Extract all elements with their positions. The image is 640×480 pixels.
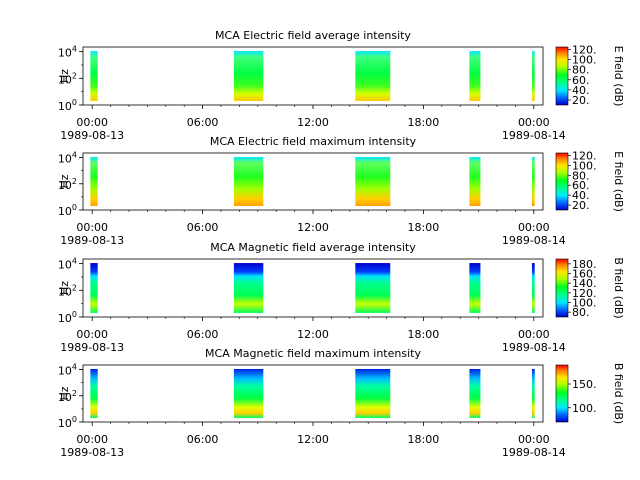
panel-1-colorbar-tick-label-3: 80. [572,64,590,77]
panel-4-xdate-end: 1989-08-14 [502,446,566,459]
panel-4-colorbar-tick-label-0: 100. [572,402,597,415]
panel-4-colorbar-tick-label-1: 150. [572,378,597,391]
panel-4-colorbar [555,364,569,423]
panel-4-ylabel: Hz [58,386,71,400]
panel-3-ytick-label-1: 102 [58,283,77,298]
panel-3-ytick-label-0: 100 [58,310,77,325]
panel-4-xtick-label-2: 12:00 [297,433,329,446]
panel-2-ytick-label-0: 100 [58,203,77,218]
panel-4-ytick-label-1: 102 [58,389,77,404]
panel-1-ytick-label-0: 100 [58,98,77,113]
panel-2-colorbar-label: E field (dB) [612,151,625,212]
panel-4-title: MCA Magnetic field maximum intensity [205,347,421,360]
panel-1-ylabel: Hz [58,69,71,83]
panel-2-data-block-5 [531,156,535,207]
panel-1-title: MCA Electric field average intensity [215,29,411,42]
panel-1-xtick-label-0: 00:00 [76,116,108,129]
panel-1-colorbar-label: E field (dB) [612,46,625,107]
panel-2-data-block-3 [355,156,391,207]
panel-4-xtick-label-4: 00:00 [518,433,550,446]
panel-3-data-block-3 [355,263,391,313]
panel-1-data-block-3 [355,51,391,101]
panel-4-ytick-label-2: 104 [58,363,77,378]
panel-1-data-block-1 [90,51,98,101]
panel-2-data-block-2 [233,156,264,207]
panel-3-data-block-4 [469,263,481,313]
panel-2-xtick-label-0: 00:00 [76,221,108,234]
panel-1-xtick-label-1: 06:00 [187,116,219,129]
panel-4-data-block-1 [90,368,98,419]
panel-2-xtick-label-3: 18:00 [408,221,440,234]
panel-4-xtick-label-0: 00:00 [76,433,108,446]
panel-3-xdate-start: 1989-08-13 [60,341,124,354]
panel-3-data-block-5 [531,263,535,313]
panel-2-ytick-label-1: 102 [58,177,77,192]
panel-2-ytick-label-2: 104 [58,151,77,166]
panel-2-data-block-1 [90,156,98,207]
panel-3-xtick-label-1: 06:00 [187,328,219,341]
panel-1-xdate-end: 1989-08-14 [502,129,566,142]
panel-2-colorbar-tick-label-2: 60. [572,179,590,192]
panel-2-xdate-start: 1989-08-13 [60,234,124,247]
panel-1-colorbar-tick-label-4: 100. [572,54,597,67]
panel-3-colorbar-label: B field (dB) [612,257,625,318]
panel-3-ytick-label-2: 104 [58,257,77,272]
panel-1-xtick-label-3: 18:00 [408,116,440,129]
panel-3-colorbar-tick-label-0: 80. [572,306,590,319]
panel-2-colorbar-tick-label-0: 20. [572,199,590,212]
panel-2-xtick-label-2: 12:00 [297,221,329,234]
panel-3-xdate-end: 1989-08-14 [502,341,566,354]
panel-1-ytick-label-1: 102 [58,71,77,86]
panel-1-data-block-5 [531,51,535,101]
panel-1-colorbar-tick-label-1: 40. [572,84,590,97]
panel-3-colorbar-tick-label-1: 100. [572,297,597,310]
panel-3-xtick-label-0: 00:00 [76,328,108,341]
panel-3-ylabel: Hz [58,281,71,295]
panel-4-ytick-label-0: 100 [58,415,77,430]
panel-1-data-block-4 [469,51,481,101]
panel-1-colorbar-tick-label-5: 120. [572,44,597,57]
panel-2-colorbar-tick-label-1: 40. [572,189,590,202]
panel-3-data-block-2 [233,263,264,313]
panel-3-colorbar-tick-label-2: 120. [572,287,597,300]
panel-2-xdate-end: 1989-08-14 [502,234,566,247]
panel-1-colorbar-tick-label-2: 60. [572,74,590,87]
panel-3-data-block-1 [90,263,98,313]
panel-2-colorbar-tick-label-5: 120. [572,149,597,162]
panel-1-data-block-2 [233,51,264,101]
panel-3-colorbar-tick-label-4: 160. [572,268,597,281]
panel-1-colorbar-tick-label-0: 20. [572,94,590,107]
panel-4-data-block-4 [469,368,481,419]
panel-4-xtick-label-1: 06:00 [187,433,219,446]
panel-3-xtick-label-3: 18:00 [408,328,440,341]
panel-2-colorbar-tick-label-3: 80. [572,169,590,182]
panel-3-xtick-label-4: 00:00 [518,328,550,341]
panel-2-xtick-label-1: 06:00 [187,221,219,234]
panel-2-data-block-4 [469,156,481,207]
panel-1-colorbar [555,46,569,106]
panel-4-xtick-label-3: 18:00 [408,433,440,446]
panel-3-colorbar-tick-label-3: 140. [572,277,597,290]
panel-2-colorbar [555,152,569,211]
panel-4-xdate-start: 1989-08-13 [60,446,124,459]
panel-1-xtick-label-2: 12:00 [297,116,329,129]
panel-1-xtick-label-4: 00:00 [518,116,550,129]
panel-3-xtick-label-2: 12:00 [297,328,329,341]
panel-2-title: MCA Electric field maximum intensity [210,135,417,148]
panel-3-colorbar [555,258,569,318]
panel-4-data-block-3 [355,368,391,419]
panel-2-ylabel: Hz [58,174,71,188]
panel-2-colorbar-tick-label-4: 100. [572,159,597,172]
panel-1-xdate-start: 1989-08-13 [60,129,124,142]
panel-4-data-block-2 [233,368,264,419]
panel-4-data-block-5 [531,368,535,419]
panel-3-title: MCA Magnetic field average intensity [210,241,416,254]
panel-3-colorbar-tick-label-5: 180. [572,258,597,271]
panel-4-colorbar-label: B field (dB) [612,363,625,424]
panel-1-ytick-label-2: 104 [58,45,77,60]
panel-2-xtick-label-4: 00:00 [518,221,550,234]
